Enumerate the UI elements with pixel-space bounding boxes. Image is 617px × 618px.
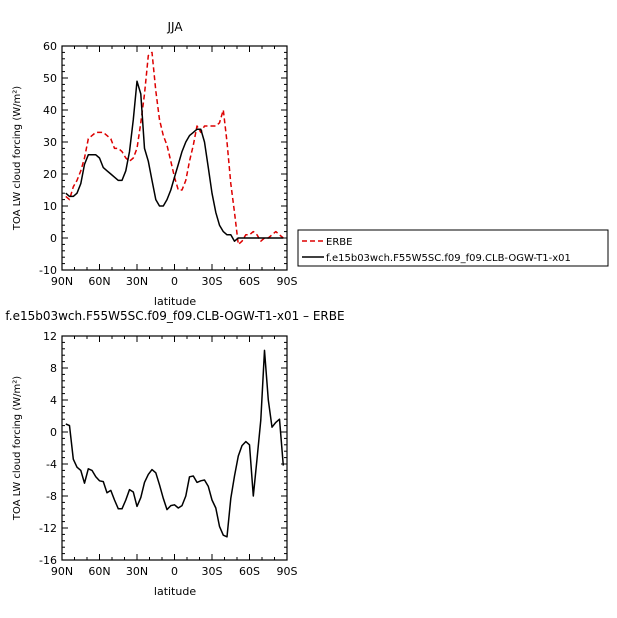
top-y-tick-label: 30 [43,136,57,149]
bottom-chart-lines [65,349,285,538]
top-chart-ticks [61,45,288,271]
top-chart-title: JJA [166,20,183,34]
top-x-tick-label: 90N [51,275,73,288]
top-chart-ylabel: TOA LW cloud forcing (W/m²) [12,86,23,231]
top-y-tick-label: 10 [43,200,57,213]
bottom-x-tick-label: 90S [277,565,298,578]
bottom-y-tick-label: 0 [50,426,57,439]
bottom-y-tick-label: 8 [50,362,57,375]
top-chart-xlabel: latitude [154,295,196,308]
top-x-tick-label: 60S [239,275,260,288]
top-y-tick-label: 0 [50,232,57,245]
bottom-x-tick-label: 30N [126,565,148,578]
bottom-y-tick-label: -16 [39,554,57,567]
bottom-x-tick-label: 60S [239,565,260,578]
top-chart-tick-labels: 90N 60N 30N 0 30S 60S 90S -10 0 10 20 30 40 50 60 [39,40,297,288]
legend-label-erbe: ERBE [326,237,352,248]
top-series-line-1 [65,80,284,242]
top-y-tick-label: -10 [39,264,57,277]
top-x-tick-label: 30N [126,275,148,288]
legend-box [297,229,609,267]
bottom-y-tick-label: 4 [50,394,57,407]
bottom-y-tick-label: 12 [43,330,57,343]
bottom-y-tick-label: -4 [46,458,57,471]
legend: ERBE f.e15b03wch.F55W5SC.f09_f09.CLB-OGW… [297,229,609,267]
top-y-tick-label: 20 [43,168,57,181]
bottom-chart-ylabel: TOA LW cloud forcing (W/m²) [12,376,23,521]
bottom-chart-frame [61,335,288,561]
top-y-tick-label: 40 [43,104,57,117]
top-x-tick-label: 0 [171,275,178,288]
bottom-y-tick-label: -12 [39,522,57,535]
top-y-tick-label: 50 [43,72,57,85]
top-x-tick-label: 30S [202,275,223,288]
top-chart-frame [61,45,288,271]
bottom-x-tick-label: 90N [51,565,73,578]
bottom-y-tick-label: -8 [46,490,57,503]
bottom-chart-xlabel: latitude [154,585,196,598]
bottom-chart-title: f.e15b03wch.F55W5SC.f09_f09.CLB-OGW-T1-x… [5,309,344,323]
top-series-line-0 [65,51,284,246]
bottom-chart-tick-labels: 90N 60N 30N 0 30S 60S 90S -16 -12 -8 -4 0 4 8 12 [39,330,297,578]
legend-label-model: f.e15b03wch.F55W5SC.f09_f09.CLB-OGW-T1-x… [326,253,571,264]
bottom-x-tick-label: 0 [171,565,178,578]
bottom-x-tick-label: 30S [202,565,223,578]
bottom-x-tick-label: 60N [88,565,110,578]
top-chart-lines [65,51,284,246]
top-y-tick-label: 60 [43,40,57,53]
top-x-tick-label: 60N [88,275,110,288]
bottom-series-line-0 [65,349,285,538]
top-x-tick-label: 90S [277,275,298,288]
bottom-chart-ticks [61,335,288,561]
